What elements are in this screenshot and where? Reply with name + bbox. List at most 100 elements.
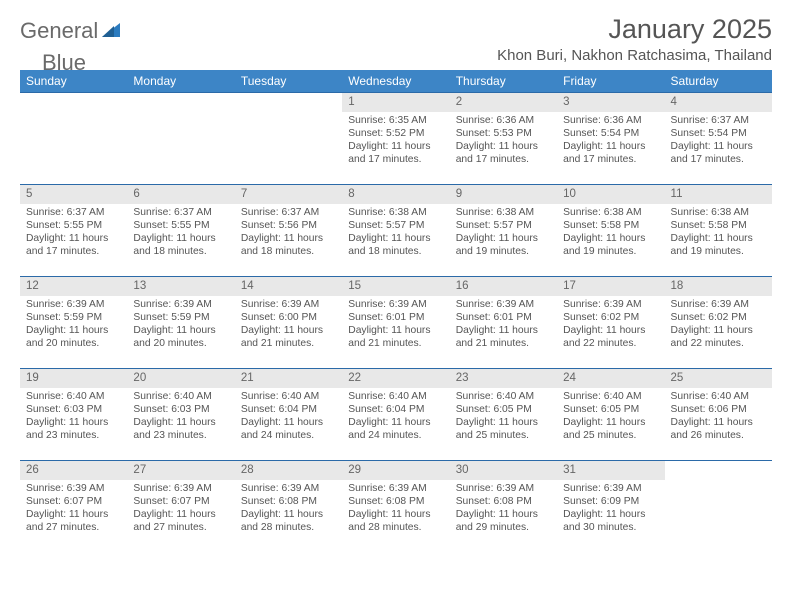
day-info: Sunrise: 6:36 AMSunset: 5:54 PMDaylight:… (557, 112, 664, 173)
day-number: 7 (235, 185, 342, 204)
day-number: 27 (127, 461, 234, 480)
calendar-day-cell: 11Sunrise: 6:38 AMSunset: 5:58 PMDayligh… (665, 184, 772, 276)
day-info: Sunrise: 6:38 AMSunset: 5:58 PMDaylight:… (665, 204, 772, 265)
calendar-week-row: 26Sunrise: 6:39 AMSunset: 6:07 PMDayligh… (20, 460, 772, 552)
weekday-header: Saturday (665, 70, 772, 92)
day-info: Sunrise: 6:40 AMSunset: 6:04 PMDaylight:… (342, 388, 449, 449)
calendar-day-cell: 4Sunrise: 6:37 AMSunset: 5:54 PMDaylight… (665, 92, 772, 184)
day-info: Sunrise: 6:37 AMSunset: 5:55 PMDaylight:… (127, 204, 234, 265)
day-number: 29 (342, 461, 449, 480)
calendar-day-cell: 28Sunrise: 6:39 AMSunset: 6:08 PMDayligh… (235, 460, 342, 552)
day-info: Sunrise: 6:35 AMSunset: 5:52 PMDaylight:… (342, 112, 449, 173)
day-info: Sunrise: 6:39 AMSunset: 5:59 PMDaylight:… (127, 296, 234, 357)
calendar-day-cell: 31Sunrise: 6:39 AMSunset: 6:09 PMDayligh… (557, 460, 664, 552)
day-number: 14 (235, 277, 342, 296)
weekday-header: Wednesday (342, 70, 449, 92)
calendar-day-cell: 20Sunrise: 6:40 AMSunset: 6:03 PMDayligh… (127, 368, 234, 460)
logo: General (20, 14, 124, 44)
calendar-day-cell: 25Sunrise: 6:40 AMSunset: 6:06 PMDayligh… (665, 368, 772, 460)
calendar-day-cell: 14Sunrise: 6:39 AMSunset: 6:00 PMDayligh… (235, 276, 342, 368)
calendar-week-row: 1Sunrise: 6:35 AMSunset: 5:52 PMDaylight… (20, 92, 772, 184)
day-number: 16 (450, 277, 557, 296)
day-number: 5 (20, 185, 127, 204)
calendar-day-cell: 18Sunrise: 6:39 AMSunset: 6:02 PMDayligh… (665, 276, 772, 368)
calendar-day-cell: 2Sunrise: 6:36 AMSunset: 5:53 PMDaylight… (450, 92, 557, 184)
calendar-day-cell: 27Sunrise: 6:39 AMSunset: 6:07 PMDayligh… (127, 460, 234, 552)
day-number: 11 (665, 185, 772, 204)
calendar-day-cell: 29Sunrise: 6:39 AMSunset: 6:08 PMDayligh… (342, 460, 449, 552)
title-block: January 2025 Khon Buri, Nakhon Ratchasim… (497, 14, 772, 64)
day-info: Sunrise: 6:37 AMSunset: 5:55 PMDaylight:… (20, 204, 127, 265)
logo-text-general: General (20, 18, 98, 44)
day-info: Sunrise: 6:36 AMSunset: 5:53 PMDaylight:… (450, 112, 557, 173)
calendar-day-cell: 30Sunrise: 6:39 AMSunset: 6:08 PMDayligh… (450, 460, 557, 552)
day-info: Sunrise: 6:38 AMSunset: 5:57 PMDaylight:… (342, 204, 449, 265)
day-info: Sunrise: 6:39 AMSunset: 6:09 PMDaylight:… (557, 480, 664, 541)
day-number: 17 (557, 277, 664, 296)
day-number: 3 (557, 93, 664, 112)
day-info: Sunrise: 6:39 AMSunset: 6:07 PMDaylight:… (20, 480, 127, 541)
calendar-day-cell: 3Sunrise: 6:36 AMSunset: 5:54 PMDaylight… (557, 92, 664, 184)
location-subtitle: Khon Buri, Nakhon Ratchasima, Thailand (497, 47, 772, 64)
day-number: 19 (20, 369, 127, 388)
calendar-day-cell: 15Sunrise: 6:39 AMSunset: 6:01 PMDayligh… (342, 276, 449, 368)
day-info: Sunrise: 6:39 AMSunset: 6:00 PMDaylight:… (235, 296, 342, 357)
calendar-week-row: 19Sunrise: 6:40 AMSunset: 6:03 PMDayligh… (20, 368, 772, 460)
weekday-header: Thursday (450, 70, 557, 92)
day-info: Sunrise: 6:40 AMSunset: 6:03 PMDaylight:… (127, 388, 234, 449)
day-number: 2 (450, 93, 557, 112)
header: General January 2025 Khon Buri, Nakhon R… (20, 14, 772, 64)
day-number: 9 (450, 185, 557, 204)
calendar-empty-cell (235, 92, 342, 184)
day-number: 24 (557, 369, 664, 388)
calendar-day-cell: 17Sunrise: 6:39 AMSunset: 6:02 PMDayligh… (557, 276, 664, 368)
day-number: 13 (127, 277, 234, 296)
day-number: 20 (127, 369, 234, 388)
calendar-empty-cell (127, 92, 234, 184)
day-number: 15 (342, 277, 449, 296)
calendar-day-cell: 7Sunrise: 6:37 AMSunset: 5:56 PMDaylight… (235, 184, 342, 276)
day-info: Sunrise: 6:38 AMSunset: 5:58 PMDaylight:… (557, 204, 664, 265)
day-info: Sunrise: 6:37 AMSunset: 5:56 PMDaylight:… (235, 204, 342, 265)
sail-icon (100, 19, 122, 44)
day-info: Sunrise: 6:40 AMSunset: 6:06 PMDaylight:… (665, 388, 772, 449)
day-info: Sunrise: 6:40 AMSunset: 6:04 PMDaylight:… (235, 388, 342, 449)
calendar-day-cell: 8Sunrise: 6:38 AMSunset: 5:57 PMDaylight… (342, 184, 449, 276)
day-info: Sunrise: 6:39 AMSunset: 6:01 PMDaylight:… (450, 296, 557, 357)
calendar-week-row: 12Sunrise: 6:39 AMSunset: 5:59 PMDayligh… (20, 276, 772, 368)
day-number: 26 (20, 461, 127, 480)
calendar-day-cell: 22Sunrise: 6:40 AMSunset: 6:04 PMDayligh… (342, 368, 449, 460)
logo-text-blue: Blue (42, 50, 86, 76)
day-number: 18 (665, 277, 772, 296)
day-number: 22 (342, 369, 449, 388)
day-info: Sunrise: 6:39 AMSunset: 6:08 PMDaylight:… (342, 480, 449, 541)
day-info: Sunrise: 6:39 AMSunset: 6:01 PMDaylight:… (342, 296, 449, 357)
calendar-empty-cell (665, 460, 772, 552)
calendar-day-cell: 10Sunrise: 6:38 AMSunset: 5:58 PMDayligh… (557, 184, 664, 276)
day-info: Sunrise: 6:39 AMSunset: 6:08 PMDaylight:… (450, 480, 557, 541)
calendar-table: SundayMondayTuesdayWednesdayThursdayFrid… (20, 70, 772, 552)
calendar-day-cell: 9Sunrise: 6:38 AMSunset: 5:57 PMDaylight… (450, 184, 557, 276)
calendar-day-cell: 19Sunrise: 6:40 AMSunset: 6:03 PMDayligh… (20, 368, 127, 460)
day-info: Sunrise: 6:39 AMSunset: 5:59 PMDaylight:… (20, 296, 127, 357)
day-number: 4 (665, 93, 772, 112)
calendar-day-cell: 23Sunrise: 6:40 AMSunset: 6:05 PMDayligh… (450, 368, 557, 460)
day-info: Sunrise: 6:40 AMSunset: 6:03 PMDaylight:… (20, 388, 127, 449)
day-info: Sunrise: 6:40 AMSunset: 6:05 PMDaylight:… (557, 388, 664, 449)
day-info: Sunrise: 6:39 AMSunset: 6:07 PMDaylight:… (127, 480, 234, 541)
day-number: 6 (127, 185, 234, 204)
calendar-day-cell: 6Sunrise: 6:37 AMSunset: 5:55 PMDaylight… (127, 184, 234, 276)
weekday-header: Monday (127, 70, 234, 92)
calendar-week-row: 5Sunrise: 6:37 AMSunset: 5:55 PMDaylight… (20, 184, 772, 276)
day-number: 23 (450, 369, 557, 388)
day-number: 25 (665, 369, 772, 388)
day-info: Sunrise: 6:39 AMSunset: 6:08 PMDaylight:… (235, 480, 342, 541)
day-number: 30 (450, 461, 557, 480)
day-info: Sunrise: 6:38 AMSunset: 5:57 PMDaylight:… (450, 204, 557, 265)
calendar-header-row: SundayMondayTuesdayWednesdayThursdayFrid… (20, 70, 772, 92)
calendar-empty-cell (20, 92, 127, 184)
calendar-day-cell: 1Sunrise: 6:35 AMSunset: 5:52 PMDaylight… (342, 92, 449, 184)
weekday-header: Tuesday (235, 70, 342, 92)
weekday-header: Friday (557, 70, 664, 92)
day-number: 8 (342, 185, 449, 204)
